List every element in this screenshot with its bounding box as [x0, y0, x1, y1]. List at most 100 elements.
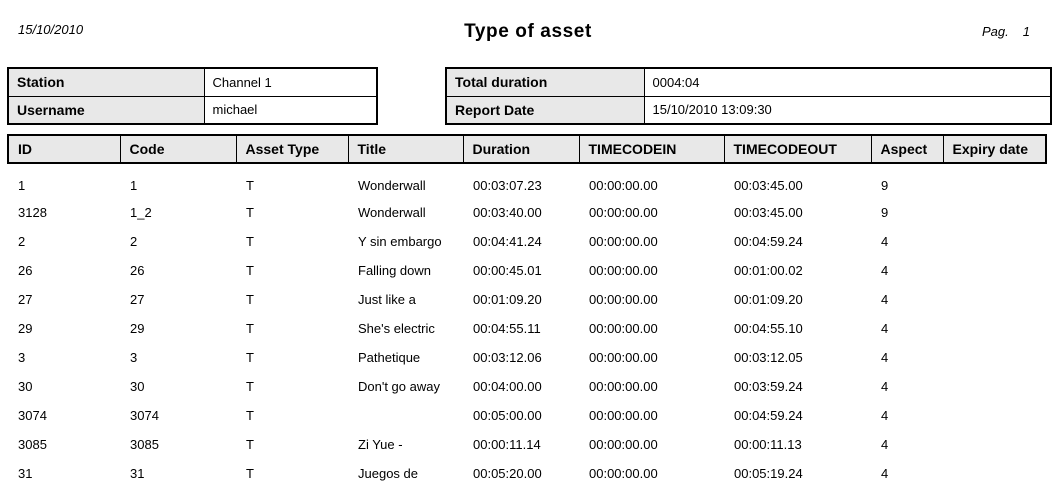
cell-timecode-out: 00:03:45.00: [734, 177, 803, 193]
cell-expiry-date: [943, 285, 1046, 314]
cell-code: 3085: [130, 437, 159, 452]
cell-title: Falling down: [358, 263, 431, 278]
cell-code: 31: [130, 466, 145, 481]
cell-aspect: 4: [881, 408, 889, 423]
duration-info-box: Total duration 0004:04 Report Date 15/10…: [445, 67, 1052, 125]
cell-timecode-out: 00:03:45.00: [734, 205, 803, 220]
cell-asset-type: T: [246, 292, 254, 307]
cell-asset-type: T: [246, 177, 254, 193]
username-value: michael: [203, 95, 378, 125]
cell-id: 1: [18, 177, 26, 193]
cell-code: 3: [130, 350, 138, 365]
cell-aspect: 4: [881, 466, 889, 481]
cell-id: 27: [18, 292, 33, 307]
table-header-row: ID Code Asset Type Title Duration TIMECO…: [7, 134, 1047, 164]
cell-id: 3085: [18, 437, 47, 452]
page-number: Pag. 1: [982, 24, 1030, 39]
cell-timecode-in: 00:00:00.00: [589, 321, 658, 336]
table-row: 2 2 T Y sin embargo 00:04:41.24 00:00:00.00 00…: [8, 227, 1046, 256]
cell-duration: 00:00:11.14: [473, 437, 541, 452]
cell-title: [348, 401, 463, 430]
cell-timecode-out: 00:03:12.05: [734, 350, 803, 365]
cell-title: Y sin embargo: [358, 234, 442, 249]
station-label: Station: [7, 67, 205, 97]
cell-code: 3074: [130, 408, 159, 423]
cell-code: 2: [130, 234, 138, 249]
cell-timecode-in: 00:00:00.00: [589, 466, 658, 481]
cell-aspect: 4: [881, 350, 889, 365]
cell-expiry-date: [943, 459, 1046, 488]
cell-aspect: 4: [881, 263, 889, 278]
cell-asset-type: T: [246, 321, 254, 336]
table-row: 3 3 T Pathetique 00:03:12.06 00:00:00.00 00:03…: [8, 343, 1046, 372]
table-row: 26 26 T Falling down 00:00:45.01 00:00:00.00 0…: [8, 256, 1046, 285]
cell-timecode-in: 00:00:00.00: [589, 379, 658, 394]
cell-aspect: 4: [881, 379, 889, 394]
page-number-value: 1: [1022, 24, 1030, 39]
col-header-duration: Duration: [462, 134, 580, 164]
cell-id: 2: [18, 234, 26, 249]
cell-expiry-date: [943, 401, 1046, 430]
cell-expiry-date: [943, 198, 1046, 227]
cell-aspect: 9: [881, 177, 889, 193]
cell-timecode-in: 00:00:00.00: [589, 263, 658, 278]
cell-aspect: 4: [881, 234, 889, 249]
cell-id: 30: [18, 379, 33, 394]
table-row: 29 29 T She's electric 00:04:55.11 00:00:00.0…: [8, 314, 1046, 343]
cell-timecode-out: 00:04:59.24: [734, 234, 803, 249]
username-row: Username michael: [7, 95, 378, 125]
cell-expiry-date: [943, 256, 1046, 285]
cell-duration: 00:03:07.23: [473, 177, 542, 193]
cell-expiry-date: [943, 163, 1046, 198]
cell-duration: 00:05:20.00: [473, 466, 542, 481]
col-header-id: ID: [7, 134, 121, 164]
cell-duration: 00:04:55.11: [473, 321, 541, 336]
cell-expiry-date: [943, 314, 1046, 343]
cell-aspect: 4: [881, 437, 889, 452]
page-number-label: Pag.: [982, 24, 1009, 39]
cell-expiry-date: [943, 372, 1046, 401]
cell-title: Just like a: [358, 292, 416, 307]
cell-aspect: 4: [881, 292, 889, 307]
col-header-title: Title: [347, 134, 464, 164]
cell-timecode-in: 00:00:00.00: [589, 177, 658, 193]
table-row: 3074 3074 T 00:05:00.00 00:00:00.00 00:04:59.…: [8, 401, 1046, 430]
cell-timecode-out: 00:04:59.24: [734, 408, 803, 423]
station-value: Channel 1: [203, 67, 378, 97]
cell-timecode-in: 00:00:00.00: [589, 292, 658, 307]
cell-code: 1: [130, 177, 138, 193]
cell-code: 29: [130, 321, 145, 336]
cell-expiry-date: [943, 227, 1046, 256]
cell-title: She's electric: [358, 321, 435, 336]
cell-timecode-out: 00:03:59.24: [734, 379, 803, 394]
asset-table-body: 1 1 T Wonderwall 00:03:07.23 00:00:00.00 00:03…: [8, 163, 1046, 488]
cell-title: Juegos de: [358, 466, 418, 481]
col-header-asset-type: Asset Type: [235, 134, 349, 164]
table-row: 3085 3085 T Zi Yue - 00:00:11.14 00:00:00.00 0…: [8, 430, 1046, 459]
cell-timecode-in: 00:00:00.00: [589, 408, 658, 423]
cell-duration: 00:05:00.00: [473, 408, 542, 423]
cell-title: Wonderwall: [358, 177, 426, 193]
cell-code: 30: [130, 379, 145, 394]
cell-timecode-in: 00:00:00.00: [589, 205, 658, 220]
cell-asset-type: T: [246, 205, 254, 220]
col-header-timecodeout: TIMECODEOUT: [723, 134, 872, 164]
col-header-code: Code: [119, 134, 237, 164]
username-label: Username: [7, 95, 205, 125]
cell-title: Don't go away: [358, 379, 440, 394]
cell-code: 1_2: [130, 205, 152, 220]
cell-timecode-in: 00:00:00.00: [589, 437, 658, 452]
table-row: 27 27 T Just like a 00:01:09.20 00:00:00.00 00…: [8, 285, 1046, 314]
cell-code: 26: [130, 263, 145, 278]
cell-aspect: 4: [881, 321, 889, 336]
cell-asset-type: T: [246, 263, 254, 278]
cell-asset-type: T: [246, 379, 254, 394]
cell-duration: 00:01:09.20: [473, 292, 542, 307]
asset-table: ID Code Asset Type Title Duration TIMECO…: [7, 134, 1047, 488]
cell-expiry-date: [943, 430, 1046, 459]
cell-id: 31: [18, 466, 33, 481]
cell-timecode-out: 00:00:11.13: [734, 437, 802, 452]
report-date-label: Report Date: [445, 95, 645, 125]
cell-asset-type: T: [246, 437, 254, 452]
table-row: 30 30 T Don't go away 00:04:00.00 00:00:00.00…: [8, 372, 1046, 401]
